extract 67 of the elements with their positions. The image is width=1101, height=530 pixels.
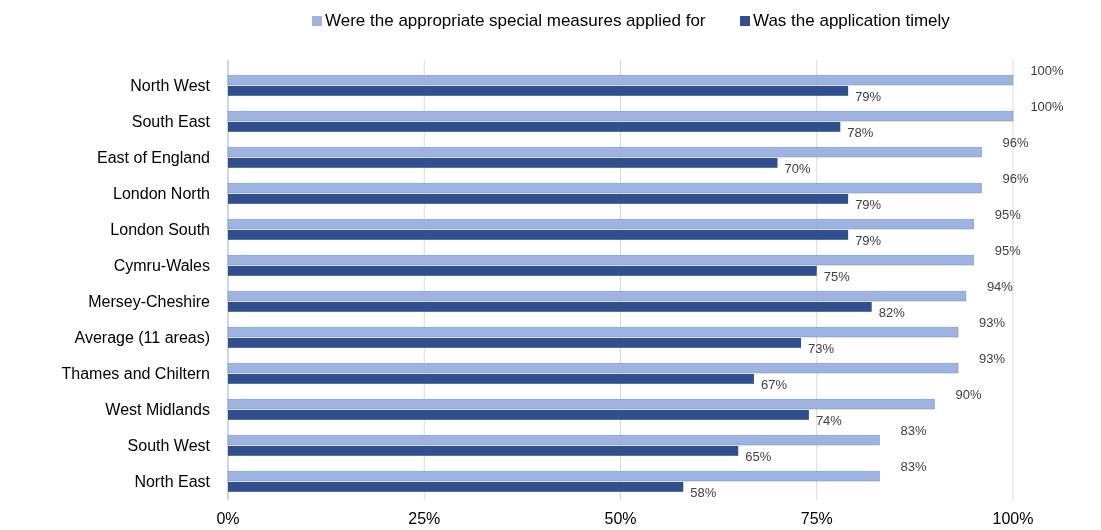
data-label: 73%: [808, 340, 835, 356]
bar: [228, 302, 872, 312]
x-tick-label: 0%: [216, 510, 240, 527]
data-label: 67%: [760, 376, 788, 392]
x-tick-label: 100%: [992, 510, 1034, 527]
y-tick-label: Thames and Chiltern: [61, 365, 210, 382]
bar: [227, 182, 982, 194]
data-label: 83%: [900, 423, 927, 439]
data-label: 70%: [784, 160, 811, 176]
bar: [228, 374, 754, 384]
y-tick-label: South East: [131, 113, 211, 130]
bar: [228, 446, 739, 456]
x-tick-label: 75%: [800, 510, 833, 527]
bar: [227, 326, 959, 338]
data-label: 95%: [994, 243, 1022, 259]
bar: [227, 398, 935, 410]
data-label: 83%: [900, 459, 927, 475]
y-tick-label: West Midlands: [105, 401, 210, 418]
data-label: 79%: [855, 232, 882, 248]
y-tick-label: North West: [130, 77, 211, 94]
bar: [228, 230, 849, 240]
bar: [227, 146, 982, 158]
data-label: 78%: [847, 124, 874, 140]
data-label: 96%: [1002, 135, 1030, 151]
data-label: 79%: [855, 196, 882, 212]
bar: [227, 290, 967, 302]
data-label: 93%: [979, 315, 1006, 331]
data-label: 65%: [745, 448, 772, 464]
bar: [228, 266, 817, 276]
bar: [228, 158, 778, 168]
data-label: 100%: [1030, 99, 1065, 115]
bar: [228, 86, 849, 96]
data-label: 93%: [979, 351, 1006, 367]
bar: [228, 338, 802, 348]
data-label: 82%: [878, 304, 906, 320]
bar: [227, 434, 880, 446]
data-label: 100%: [1030, 63, 1065, 79]
y-tick-label: London South: [110, 221, 210, 238]
bar: [227, 254, 974, 266]
bar: [228, 410, 809, 420]
bar: [228, 122, 841, 132]
bar: [228, 482, 684, 492]
bar: [227, 218, 974, 230]
y-tick-label: Mersey-Cheshire: [88, 293, 211, 310]
y-tick-label: East of England: [97, 149, 210, 166]
data-label: 74%: [815, 412, 843, 428]
y-tick-label: North East: [134, 473, 211, 490]
bar: [227, 74, 1014, 86]
data-label: 75%: [823, 268, 851, 284]
legend-label: Was the application timely: [753, 11, 951, 30]
data-label: 94%: [986, 279, 1014, 295]
bar: [228, 194, 849, 204]
y-tick-label: London North: [113, 185, 210, 202]
x-tick-label: 25%: [408, 510, 441, 527]
bar: [227, 110, 1014, 122]
bar: [227, 470, 880, 482]
bar: [227, 362, 959, 374]
data-label: 58%: [690, 484, 717, 500]
x-tick-label: 50%: [604, 510, 637, 527]
data-label: 96%: [1002, 171, 1030, 187]
y-tick-label: Cymru-Wales: [113, 257, 210, 274]
y-tick-label: Average (11 areas): [74, 329, 210, 346]
data-label: 79%: [855, 88, 882, 104]
data-label: 90%: [955, 387, 982, 403]
legend-label: Were the appropriate special measures applied for: [325, 11, 706, 30]
y-tick-label: South West: [127, 437, 211, 454]
data-label: 95%: [994, 207, 1022, 223]
